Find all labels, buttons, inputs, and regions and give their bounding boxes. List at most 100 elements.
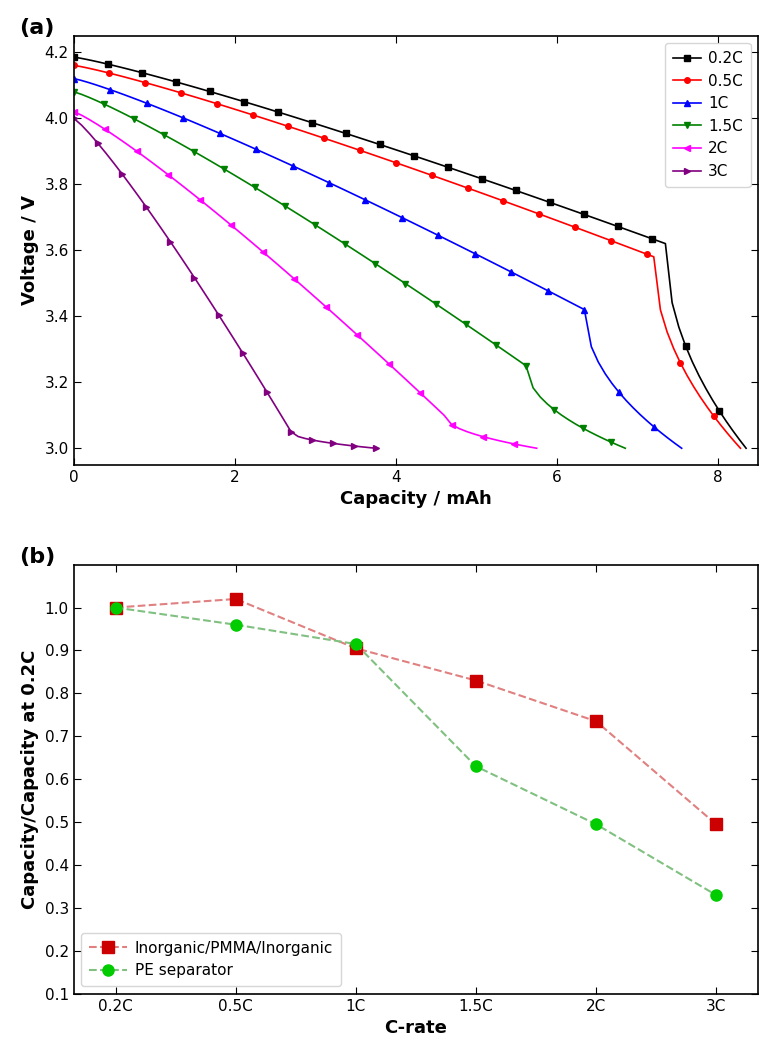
PE separator (231, 618, 241, 631)
Inorganic/PMMA/Inorganic (351, 642, 361, 655)
3C (150, 212, 159, 224)
2C (187, 187, 196, 200)
3C (322, 436, 331, 449)
0.2C (471, 170, 480, 183)
0.5C (563, 218, 573, 231)
PE separator (711, 889, 721, 901)
Y-axis label: Voltage / V: Voltage / V (21, 196, 39, 305)
0.5C (736, 442, 746, 455)
1.5C (528, 382, 538, 395)
3C (315, 435, 324, 448)
3C (222, 322, 231, 334)
3C (101, 147, 111, 160)
0.2C (688, 355, 697, 368)
3C (109, 157, 118, 169)
Line: 0.2C: 0.2C (71, 54, 749, 451)
3C (85, 128, 94, 141)
2C (69, 105, 79, 117)
Line: Inorganic/PMMA/Inorganic: Inorganic/PMMA/Inorganic (110, 594, 721, 829)
PE separator (471, 760, 481, 772)
Line: 2C: 2C (71, 109, 540, 451)
3C (350, 440, 359, 453)
3C (294, 431, 303, 443)
3C (263, 386, 272, 399)
PE separator (351, 638, 361, 651)
Inorganic/PMMA/Inorganic (711, 818, 721, 831)
Line: PE separator: PE separator (110, 602, 721, 900)
1C (375, 201, 385, 214)
3C (166, 235, 175, 248)
3C (198, 284, 207, 296)
1.5C (69, 86, 79, 98)
3C (364, 441, 373, 454)
Line: 0.5C: 0.5C (71, 62, 743, 451)
2C (227, 219, 236, 232)
0.5C (97, 65, 107, 77)
3C (336, 438, 345, 451)
1C (280, 157, 290, 169)
0.5C (69, 59, 79, 72)
3C (182, 259, 191, 272)
X-axis label: Capacity / mAh: Capacity / mAh (340, 490, 492, 508)
2C (532, 442, 541, 455)
1.5C (621, 442, 630, 455)
3C (238, 347, 248, 360)
0.5C (527, 205, 537, 218)
3C (118, 167, 127, 180)
Text: (a): (a) (19, 18, 55, 38)
2C (219, 213, 228, 225)
0.2C (69, 51, 79, 63)
3C (230, 334, 239, 347)
3C (246, 360, 256, 372)
3C (125, 178, 135, 190)
1.5C (514, 354, 523, 367)
2C (148, 157, 157, 169)
3C (254, 372, 263, 385)
1C (677, 442, 686, 455)
0.5C (191, 91, 200, 104)
Inorganic/PMMA/Inorganic (231, 592, 241, 605)
3C (133, 189, 143, 202)
1.5C (564, 414, 573, 426)
3C (142, 200, 151, 213)
1.5C (506, 349, 516, 362)
Legend: Inorganic/PMMA/Inorganic, PE separator: Inorganic/PMMA/Inorganic, PE separator (81, 933, 340, 986)
0.2C (742, 442, 751, 455)
3C (206, 296, 215, 309)
3C (278, 412, 287, 424)
1C (69, 72, 79, 85)
3C (69, 112, 79, 125)
0.2C (198, 84, 207, 96)
3C (371, 442, 380, 455)
1.5C (115, 105, 124, 117)
0.5C (541, 211, 551, 223)
Inorganic/PMMA/Inorganic (591, 715, 601, 728)
3C (329, 437, 338, 450)
2C (361, 335, 370, 348)
3C (308, 434, 317, 446)
3C (157, 223, 167, 236)
1C (171, 109, 181, 122)
1.5C (491, 339, 500, 351)
PE separator (111, 601, 120, 614)
Line: 3C: 3C (71, 115, 379, 451)
Line: 1C: 1C (71, 76, 685, 451)
PE separator (591, 818, 601, 831)
Line: 1.5C: 1.5C (71, 89, 628, 451)
3C (287, 425, 296, 438)
0.2C (225, 91, 234, 104)
2C (203, 200, 213, 213)
3C (77, 118, 86, 131)
3C (93, 136, 103, 149)
3C (270, 399, 280, 412)
Text: (b): (b) (19, 547, 55, 567)
3C (190, 271, 199, 284)
0.2C (708, 394, 717, 406)
3C (301, 432, 310, 444)
Legend: 0.2C, 0.5C, 1C, 1.5C, 2C, 3C: 0.2C, 0.5C, 1C, 1.5C, 2C, 3C (665, 43, 750, 187)
0.5C (570, 221, 580, 234)
Inorganic/PMMA/Inorganic (471, 674, 481, 687)
Y-axis label: Capacity/Capacity at 0.2C: Capacity/Capacity at 0.2C (21, 650, 39, 909)
3C (174, 248, 183, 260)
1C (642, 415, 651, 427)
